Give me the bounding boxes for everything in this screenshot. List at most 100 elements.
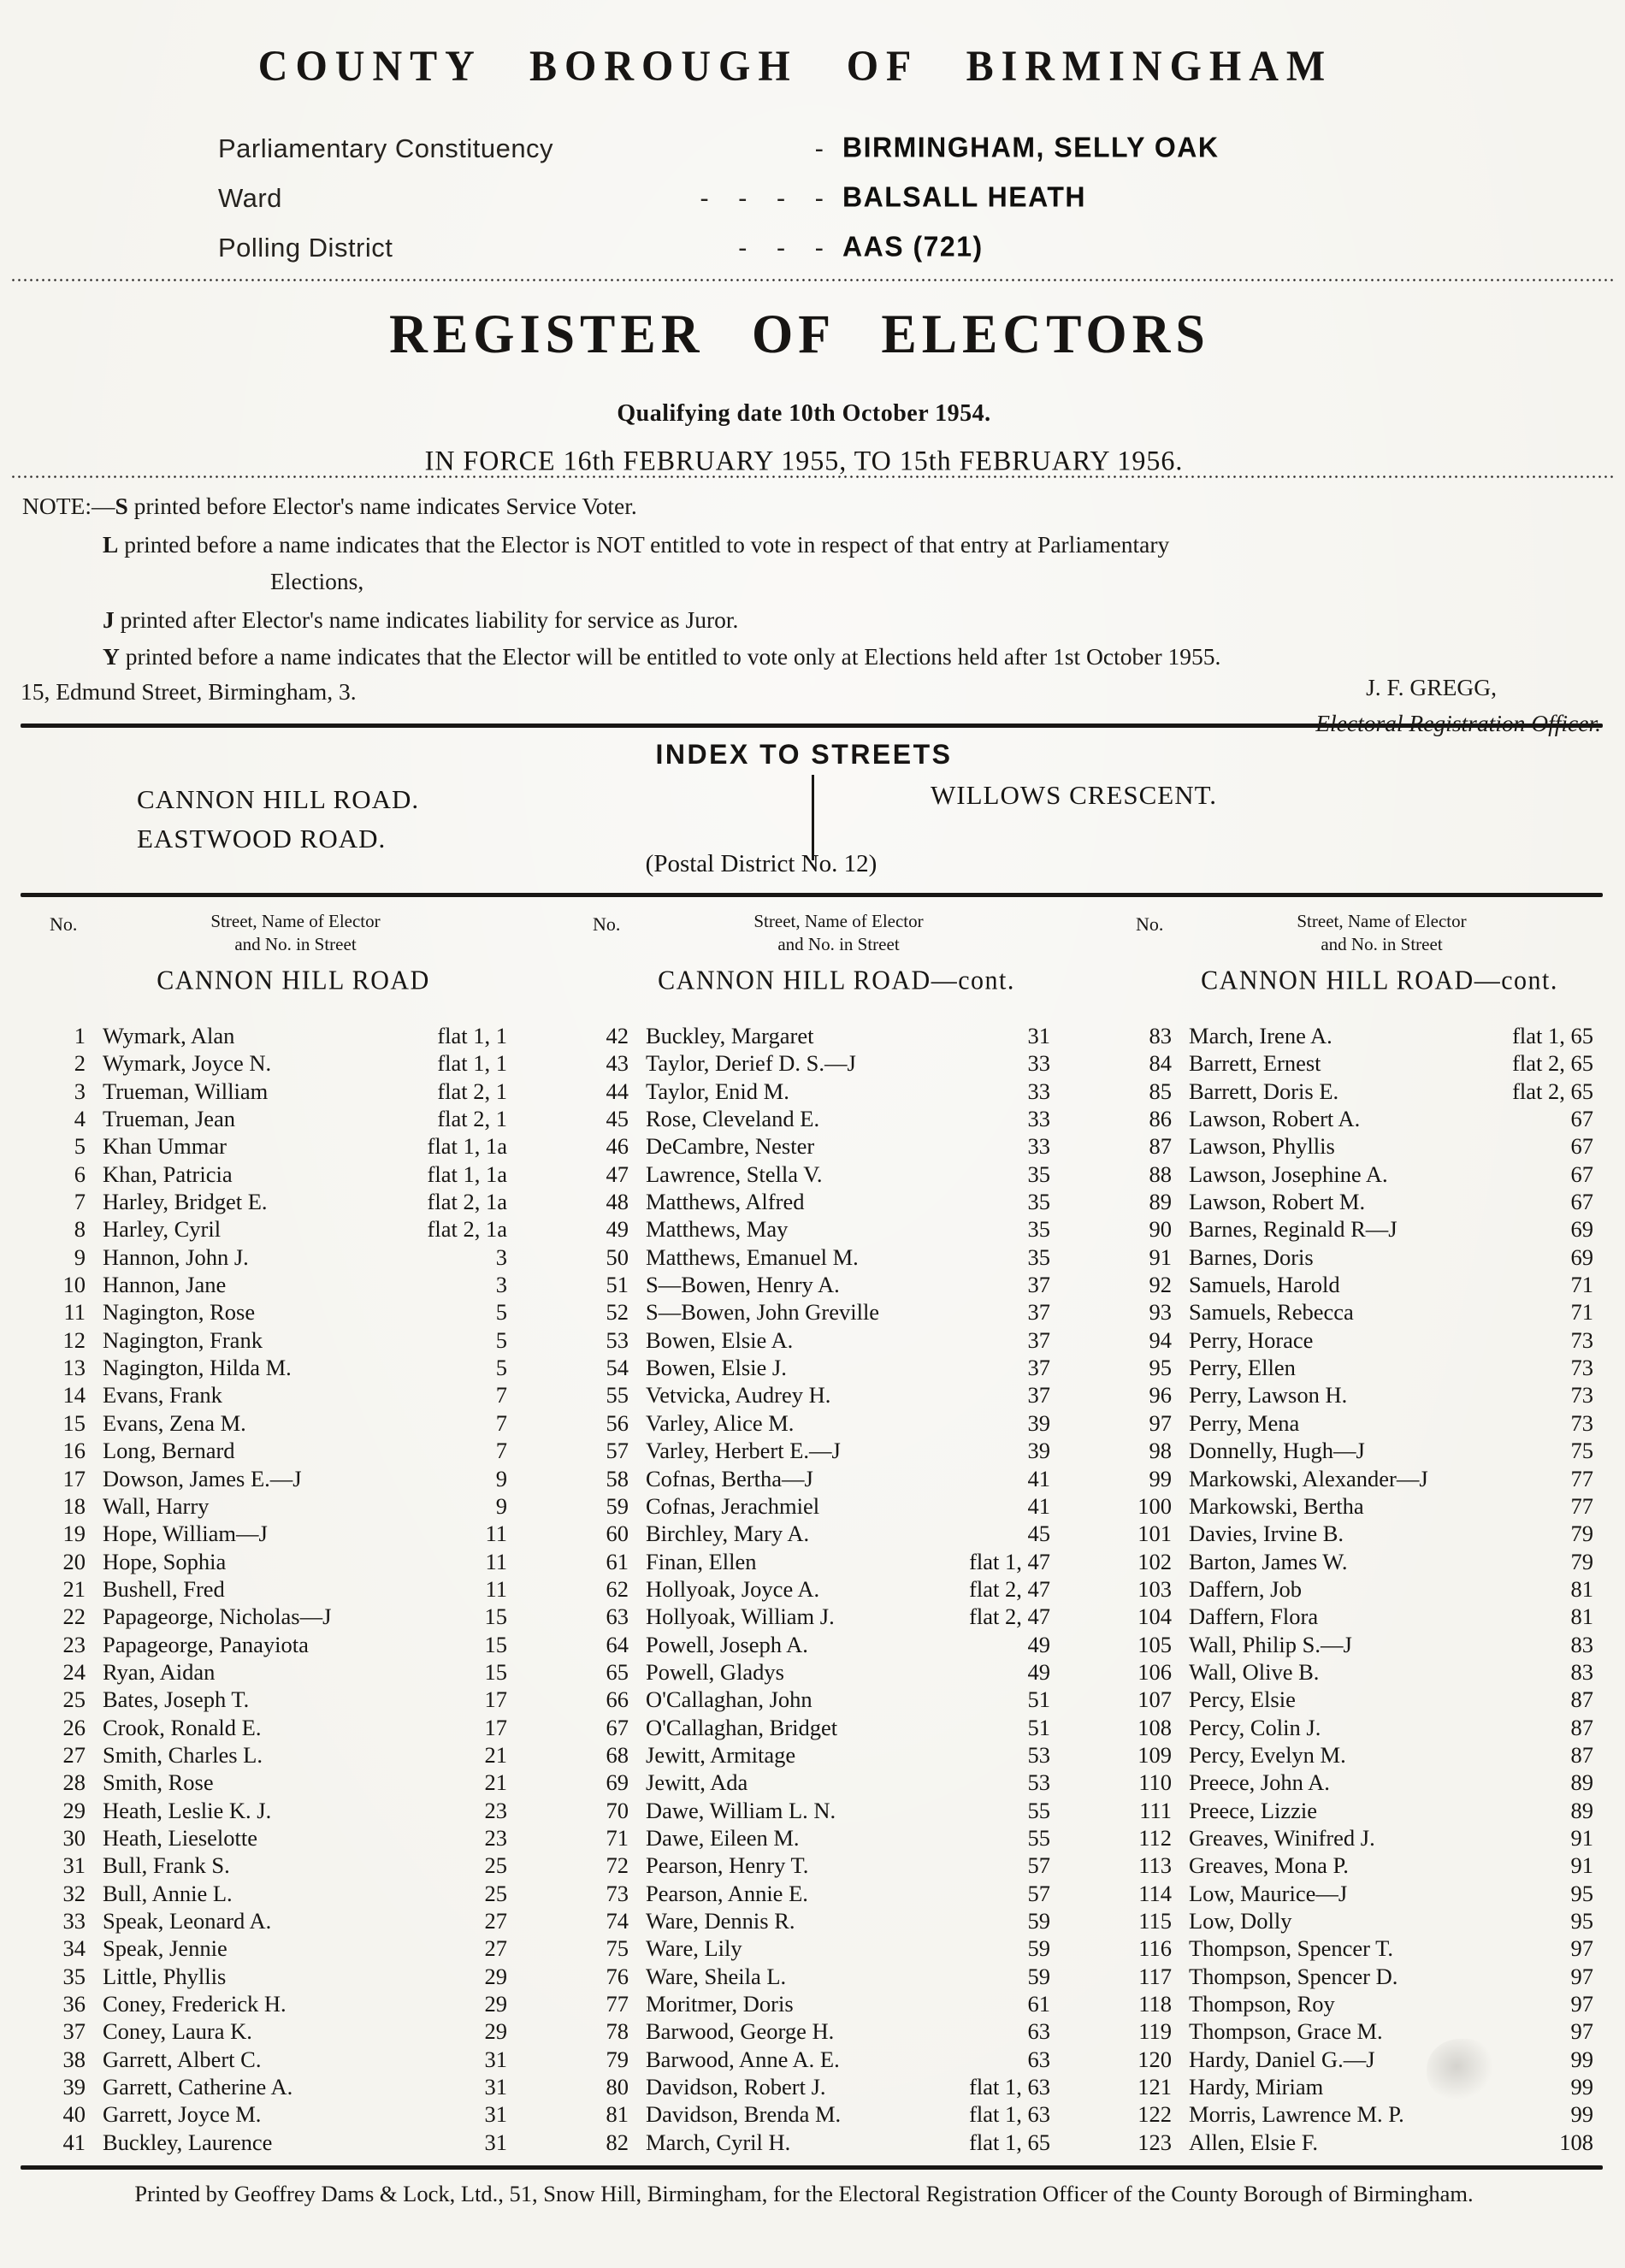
elector-name: Wall, Philip S.—J (1189, 1631, 1352, 1657)
elector-name: Lawson, Phyllis (1189, 1133, 1335, 1160)
elector-name: Evans, Frank (103, 1382, 222, 1409)
name-column-header: Street, Name of Elector and No. in Stree… (109, 910, 482, 956)
column-header: No. Street, Name of Elector and No. in S… (1127, 896, 1593, 965)
elector-row: 43 Taylor, Derief D. S.—J 33 (584, 1049, 1051, 1077)
elector-row: 25 Bates, Joseph T. 17 (41, 1686, 508, 1713)
elector-row: 77 Moritmer, Doris 61 (584, 1990, 1051, 2017)
elector-name: Coney, Laura K. (103, 2018, 252, 2045)
elector-house-number: 37 (1027, 1326, 1051, 1353)
registration-officer-name: J. F. GREGG, (1366, 674, 1497, 700)
divider-dotted-middle (10, 475, 1615, 478)
elector-row: 45 Rose, Cleveland E. 33 (584, 1105, 1051, 1132)
elector-row: 61 Finan, Ellen flat 1, 47 (584, 1548, 1051, 1575)
elector-row: 24 Ryan, Aidan 15 (41, 1658, 508, 1686)
elector-row: 31 Bull, Frank S. 25 (41, 1852, 508, 1879)
postal-district: (Postal District No. 12) (645, 850, 878, 877)
elector-number: 88 (1149, 1161, 1173, 1187)
elector-name: Hardy, Daniel G.—J (1189, 2046, 1375, 2072)
elector-number: 61 (606, 1548, 629, 1574)
elector-house-number: 23 (484, 1824, 508, 1851)
elector-number: 75 (606, 1935, 629, 1962)
elector-name: Thompson, Spencer D. (1189, 1963, 1398, 1989)
name-header-line2: and No. in Street (1321, 934, 1443, 954)
elector-name: Smith, Charles L. (103, 1741, 263, 1768)
elector-number: 73 (606, 1880, 629, 1906)
elector-number: 22 (62, 1604, 86, 1630)
elector-house-number: 67 (1570, 1133, 1594, 1160)
elector-house-number: flat 1, 1 (437, 1023, 507, 1048)
elector-house-number: 5 (495, 1326, 507, 1353)
elector-row: 69 Jewitt, Ada 53 (584, 1769, 1051, 1796)
elector-house-number: flat 1, 65 (1512, 1023, 1593, 1048)
elector-name: Vetvicka, Audrey H. (646, 1382, 831, 1409)
elector-number: 12 (62, 1326, 86, 1353)
note-text: printed before a name indicates that the… (118, 531, 1170, 558)
elector-row: 70 Dawe, William L. N. 55 (584, 1797, 1051, 1824)
elector-name: Barnes, Doris (1189, 1243, 1314, 1270)
elector-number: 123 (1138, 2129, 1172, 2155)
elector-number: 109 (1138, 1741, 1172, 1768)
note-service-voter: NOTE:—S printed before Elector's name in… (22, 493, 637, 520)
elector-house-number: 67 (1570, 1189, 1594, 1215)
elector-row: 28 Smith, Rose 21 (41, 1769, 508, 1796)
elector-house-number: 29 (484, 1963, 508, 1989)
elector-house-number: 55 (1027, 1824, 1051, 1851)
elector-number: 62 (606, 1575, 629, 1602)
elector-name: O'Callaghan, John (646, 1686, 812, 1713)
elector-name: Harley, Bridget E. (103, 1189, 268, 1215)
elector-number: 119 (1138, 2018, 1172, 2045)
elector-row: 29 Heath, Leslie K. J. 23 (41, 1797, 508, 1824)
elector-number: 9 (74, 1243, 86, 1270)
elector-name: Bull, Frank S. (103, 1852, 230, 1879)
elector-number: 102 (1138, 1548, 1172, 1574)
field-label: Polling District (218, 233, 393, 263)
elector-row: 104 Daffern, Flora 81 (1127, 1603, 1593, 1630)
elector-name: Ware, Lily (646, 1935, 742, 1962)
elector-name: Morris, Lawrence M. P. (1189, 2101, 1404, 2128)
elector-house-number: 83 (1570, 1631, 1594, 1657)
elector-name: Cofnas, Jerachmiel (646, 1492, 820, 1519)
elector-row: 20 Hope, Sophia 11 (41, 1548, 508, 1575)
elector-name: Preece, Lizzie (1189, 1797, 1318, 1823)
elector-house-number: 9 (495, 1492, 507, 1519)
elector-row: 49 Matthews, May 35 (584, 1215, 1051, 1243)
elector-house-number: 5 (495, 1355, 507, 1381)
divider-solid-bottom (21, 2165, 1603, 2170)
elector-house-number: flat 2, 1 (437, 1078, 507, 1104)
elector-row: 117 Thompson, Spencer D. 97 (1127, 1963, 1593, 1990)
elector-number: 55 (606, 1382, 629, 1409)
office-address: 15, Edmund Street, Birmingham, 3. (21, 678, 357, 705)
elector-row: 67 O'Callaghan, Bridget 51 (584, 1714, 1051, 1741)
elector-number: 43 (606, 1050, 629, 1077)
elector-row: 112 Greaves, Winifred J. 91 (1127, 1824, 1593, 1852)
elector-row: 87 Lawson, Phyllis 67 (1127, 1132, 1594, 1160)
elector-house-number: 75 (1570, 1438, 1594, 1464)
elector-house-number: 35 (1027, 1161, 1051, 1187)
elector-number: 57 (606, 1438, 629, 1464)
elector-row: 63 Hollyoak, William J. flat 2, 47 (584, 1603, 1051, 1630)
elector-name: Lawson, Josephine A. (1189, 1161, 1388, 1187)
elector-name: Samuels, Harold (1189, 1272, 1340, 1298)
elector-house-number: flat 2, 1a (427, 1216, 507, 1243)
elector-number: 29 (62, 1797, 86, 1823)
elector-number: 74 (606, 1908, 629, 1934)
elector-number: 10 (62, 1272, 86, 1298)
elector-name: Taylor, Enid M. (646, 1078, 789, 1104)
elector-name: Low, Maurice—J (1189, 1880, 1348, 1906)
elector-house-number: 79 (1570, 1521, 1594, 1547)
elector-name: Percy, Elsie (1189, 1686, 1296, 1713)
elector-row: 5 Khan Ummar flat 1, 1a (41, 1132, 507, 1160)
elector-number: 116 (1138, 1935, 1172, 1962)
printer-imprint: Printed by Geoffrey Dams & Lock, Ltd., 5… (134, 2181, 1474, 2206)
elector-row: 35 Little, Phyllis 29 (41, 1963, 508, 1990)
elector-number: 115 (1138, 1908, 1172, 1934)
elector-number: 122 (1138, 2101, 1172, 2128)
elector-name: Garrett, Catherine A. (103, 2074, 293, 2100)
elector-row: 34 Speak, Jennie 27 (41, 1934, 508, 1962)
elector-house-number: 99 (1570, 2074, 1594, 2100)
elector-number: 14 (62, 1382, 86, 1409)
elector-house-number: 31 (484, 2129, 508, 2155)
elector-row: 101 Davies, Irvine B. 79 (1127, 1520, 1593, 1547)
elector-number: 5 (74, 1133, 86, 1160)
